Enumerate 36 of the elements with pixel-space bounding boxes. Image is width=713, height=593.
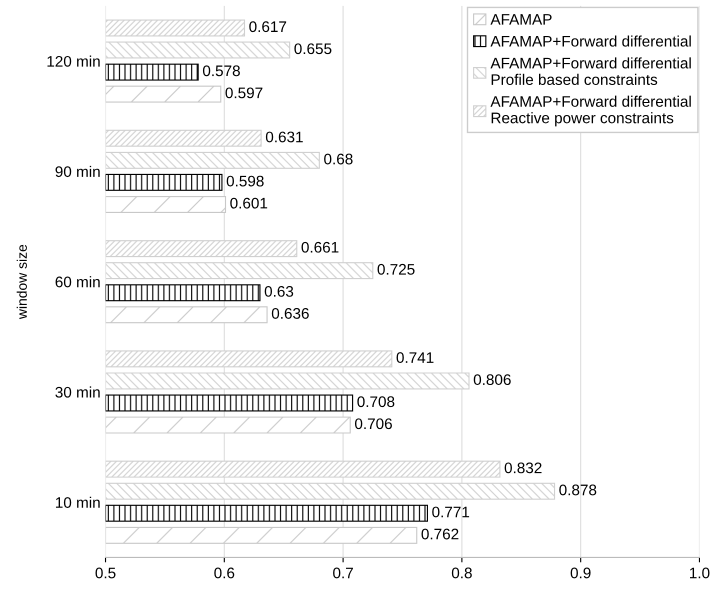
data-label: 0.725 [378, 264, 415, 275]
x-tick-label: 0.6 [214, 568, 234, 578]
data-label: 0.771 [432, 506, 470, 518]
x-tick-label: 0.8 [452, 568, 472, 578]
data-label: 0.636 [272, 308, 309, 319]
data-label: 0.661 [302, 242, 338, 253]
data-label: 0.617 [249, 21, 286, 32]
y-tick-label: 60 min [56, 276, 100, 288]
data-label: 0.706 [354, 418, 392, 430]
x-tick-label: 0.9 [570, 568, 591, 578]
y-tick-label: 90 min [56, 166, 100, 178]
data-label: 0.578 [202, 65, 240, 76]
data-label: 0.68 [324, 154, 353, 164]
legend-label: AFAMAP+Forward differential Reactive power constraints [490, 96, 691, 126]
data-label: 0.631 [266, 132, 303, 142]
data-label: 0.655 [294, 43, 332, 54]
y-tick-label: 30 min [55, 386, 100, 398]
data-label: 0.601 [230, 198, 268, 209]
y-axis-title: window size [16, 244, 27, 320]
data-label: 0.832 [504, 462, 542, 474]
data-label: 0.762 [422, 528, 458, 540]
x-tick-label: 0.7 [333, 568, 353, 578]
data-label: 0.63 [264, 286, 294, 297]
data-label: 0.878 [559, 484, 596, 496]
data-label: 0.708 [357, 396, 394, 408]
data-label: 0.597 [226, 87, 262, 98]
legend-label: AFAMAP+Forward differential [490, 35, 691, 47]
data-label: 0.598 [226, 176, 264, 187]
x-tick-label: 0.5 [96, 568, 116, 578]
x-tick-label: 1.0 [690, 568, 710, 578]
legend-label: AFAMAP [490, 14, 552, 25]
y-tick-label: 120 min [47, 56, 100, 67]
data-label: 0.741 [396, 352, 434, 363]
y-tick-label: 10 min [56, 496, 100, 508]
data-label: 0.806 [474, 374, 511, 386]
legend-label: AFAMAP+Forward differential Profile based constraints [490, 57, 691, 86]
